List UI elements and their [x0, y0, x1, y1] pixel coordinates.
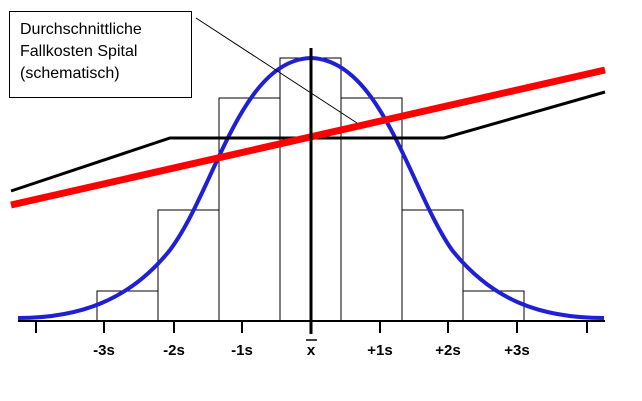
annotation-box: Durchschnittliche Fallkosten Spital (sch…: [9, 11, 192, 98]
tick-label-minus3s: -3s: [93, 342, 115, 359]
x-axis-ticks: [35, 321, 588, 333]
annotation-pointer: [195, 17, 358, 124]
regression-line: [10, 66, 606, 209]
histogram-bar: [401, 209, 464, 322]
histogram-bar: [96, 290, 159, 322]
annotation-line-3: (schematisch): [20, 65, 120, 82]
x-axis-labels: -3s -2s -1s x +1s +2s +3s: [93, 339, 530, 359]
tick-label-mean: x: [307, 342, 316, 359]
threshold-line: [10, 90, 606, 193]
histogram-bar: [462, 290, 525, 322]
tick-label-plus3s: +3s: [504, 342, 529, 359]
histogram-bar: [218, 97, 281, 322]
tick-label-plus1s: +1s: [367, 342, 392, 359]
tick-label-minus1s: -1s: [231, 342, 253, 359]
annotation-line-2: Fallkosten Spital: [20, 43, 138, 60]
tick-label-plus2s: +2s: [435, 342, 460, 359]
histogram-bar: [157, 209, 220, 322]
tick-label-minus2s: -2s: [163, 342, 185, 359]
annotation-line-1: Durchschnittliche: [20, 21, 142, 38]
